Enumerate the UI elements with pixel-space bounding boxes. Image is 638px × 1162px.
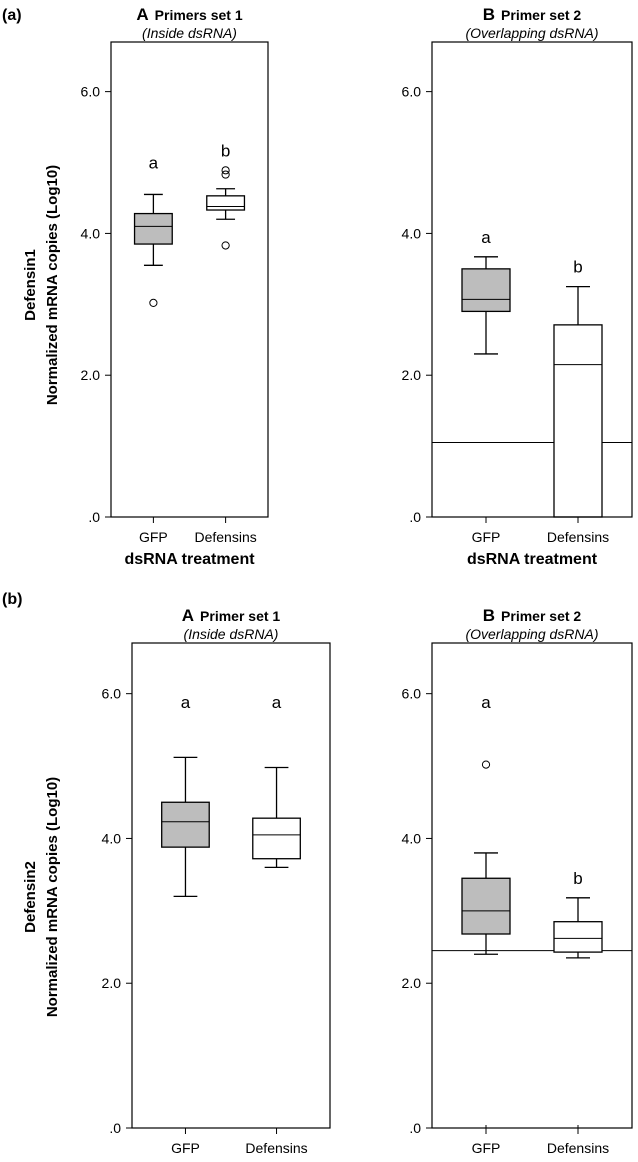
chart-title-letter: A: [182, 606, 194, 625]
chart-title-text: Primer set 1: [200, 608, 280, 624]
box-gfp: a: [461, 693, 511, 1131]
panel-a-primer-set-2: B Primer set 2 (Overlapping dsRNA) .0 2.0 4.0…: [402, 5, 633, 568]
box-iqr: [161, 801, 210, 848]
significance-letter: b: [573, 869, 582, 888]
x-tick-label: GFP: [472, 529, 501, 545]
chart-title: B Primer set 2: [483, 606, 582, 625]
box-iqr: [553, 921, 603, 953]
chart-title-text: Primers set 1: [155, 7, 243, 23]
box-iqr: [461, 877, 511, 935]
chart-title-text: Primer set 2: [501, 7, 581, 23]
chart-title: A Primers set 1: [136, 5, 242, 24]
chart-title-letter: A: [136, 5, 148, 24]
panel-b-primer-set-2: B Primer set 2 (Overlapping dsRNA) .0 2.0 4.0…: [402, 606, 633, 1156]
row-b-ylabel: Normalized mRNA copies (Log10): [44, 777, 61, 1017]
outlier-point: [221, 166, 230, 175]
significance-letter: a: [272, 693, 282, 712]
x-tick-label: GFP: [139, 529, 168, 545]
x-tick-label: GFP: [472, 1140, 501, 1156]
y-tick-label: .0: [88, 509, 100, 525]
box-iqr: [252, 817, 301, 860]
box-gfp: a: [461, 228, 511, 355]
y-tick-label: 6.0: [402, 686, 422, 702]
significance-letter: a: [181, 693, 191, 712]
row-a-ylabel: Normalized mRNA copies (Log10): [44, 165, 61, 405]
box-defensins: b: [206, 141, 246, 250]
significance-letter: a: [481, 228, 491, 247]
box-iqr: [461, 268, 511, 313]
panel-a-primer-set-1: A Primers set 1 (Inside dsRNA) .0 2.0 4.0 6.0 a…: [81, 5, 269, 568]
y-tick-label: 6.0: [402, 84, 422, 100]
y-tick-label: 2.0: [102, 975, 122, 991]
y-tick-label: 6.0: [81, 84, 101, 100]
y-tick-label: 6.0: [102, 686, 122, 702]
plot-frame: [110, 41, 269, 518]
x-axis-label: dsRNA treatment: [467, 551, 598, 568]
outlier-point: [481, 760, 491, 769]
chart-subtitle: (Overlapping dsRNA): [465, 626, 598, 642]
y-tick-label: .0: [109, 1120, 121, 1136]
chart-title: A Primer set 1: [182, 606, 281, 625]
chart-title-letter: B: [483, 606, 495, 625]
box-defensins: b: [553, 258, 603, 518]
x-tick-label: Defensins: [547, 529, 609, 545]
box-gfp: a: [133, 153, 173, 307]
y-tick-label: .0: [409, 1120, 421, 1136]
x-tick-label: GFP: [171, 1140, 200, 1156]
figure-tag-a: (a): [2, 7, 22, 24]
significance-letter: b: [573, 258, 582, 277]
y-tick-label: 2.0: [402, 975, 422, 991]
box-defensins: a: [252, 693, 301, 869]
y-tick-label: 4.0: [402, 830, 422, 846]
x-tick-label: Defensins: [245, 1140, 307, 1156]
y-tick-label: 4.0: [81, 225, 101, 241]
y-tick-label: 2.0: [81, 367, 101, 383]
box-iqr: [133, 212, 173, 245]
y-tick-label: 2.0: [402, 367, 422, 383]
plot-frame: [131, 642, 331, 1129]
box-defensins: b: [553, 869, 603, 1131]
outlier-point: [221, 241, 230, 250]
x-tick-label: Defensins: [547, 1140, 609, 1156]
chart-title-letter: B: [483, 5, 495, 24]
panel-b-primer-set-1: A Primer set 1 (Inside dsRNA) .0 2.0 4.0 6.0 a a…: [102, 606, 331, 1156]
box-iqr: [553, 324, 603, 518]
plot-frame: [431, 642, 633, 1129]
row-a-gene-label: Defensin1: [22, 249, 39, 321]
figure-tag-b: (b): [2, 591, 22, 608]
chart-title-text: Primer set 2: [501, 608, 581, 624]
chart-subtitle: (Inside dsRNA): [142, 25, 237, 41]
chart-subtitle: (Inside dsRNA): [184, 626, 279, 642]
plot-frame: [431, 41, 633, 518]
outlier-point: [149, 298, 158, 307]
y-tick-label: 4.0: [102, 830, 122, 846]
row-b-gene-label: Defensin2: [22, 861, 39, 933]
box-iqr: [206, 195, 246, 211]
significance-letter: a: [481, 693, 491, 712]
y-tick-label: .0: [409, 509, 421, 525]
significance-letter: b: [221, 141, 230, 160]
box-gfp: a: [161, 693, 210, 898]
chart-title: B Primer set 2: [483, 5, 582, 24]
significance-letter: a: [149, 153, 159, 172]
y-tick-label: 4.0: [402, 225, 422, 241]
outlier-point: [221, 170, 230, 179]
x-tick-label: Defensins: [194, 529, 256, 545]
x-axis-label: dsRNA treatment: [124, 551, 255, 568]
chart-subtitle: (Overlapping dsRNA): [465, 25, 598, 41]
